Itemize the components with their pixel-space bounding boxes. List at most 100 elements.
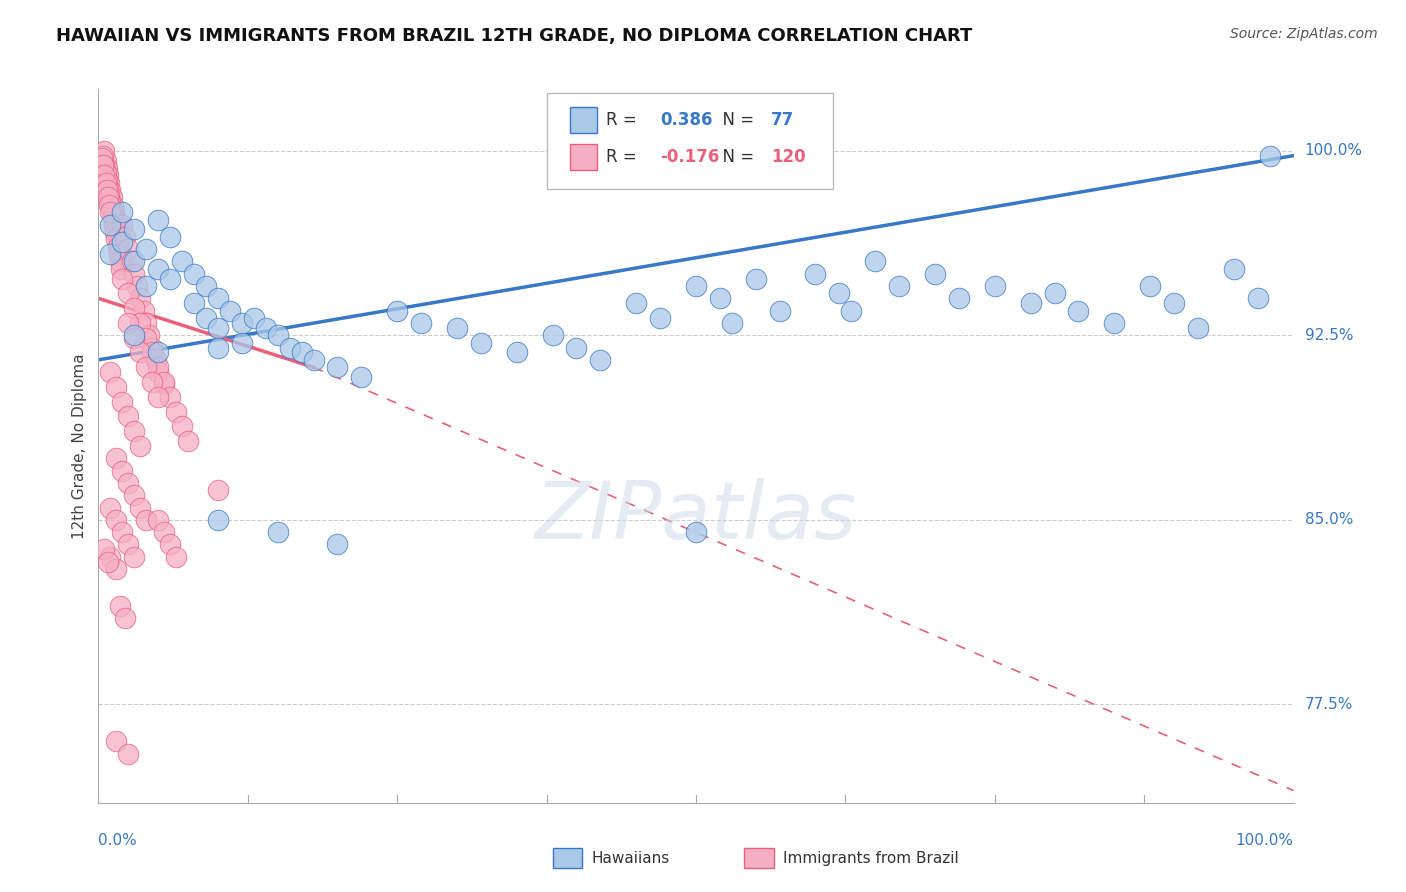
Point bbox=[105, 562, 128, 576]
Point bbox=[91, 148, 114, 162]
Point bbox=[446, 321, 468, 335]
Y-axis label: 12th Grade, No Diploma: 12th Grade, No Diploma bbox=[72, 353, 87, 539]
Point bbox=[104, 212, 127, 227]
Point bbox=[107, 227, 129, 242]
Point bbox=[91, 151, 114, 165]
Point bbox=[105, 232, 128, 246]
Point bbox=[97, 169, 120, 183]
Point bbox=[865, 254, 887, 268]
Point bbox=[114, 230, 136, 244]
Point bbox=[172, 254, 194, 268]
Point bbox=[111, 257, 134, 271]
Point bbox=[93, 159, 115, 173]
Point bbox=[103, 205, 125, 219]
Point bbox=[111, 464, 134, 478]
Point bbox=[1223, 261, 1246, 276]
Point bbox=[117, 409, 139, 424]
Point bbox=[114, 611, 136, 625]
Point bbox=[207, 321, 229, 335]
Point bbox=[104, 225, 127, 239]
Point bbox=[243, 311, 266, 326]
Point bbox=[148, 390, 170, 404]
Point bbox=[278, 341, 301, 355]
Point bbox=[135, 279, 157, 293]
Point bbox=[97, 555, 120, 569]
Text: 120: 120 bbox=[772, 148, 806, 166]
Point bbox=[1067, 303, 1090, 318]
Point bbox=[93, 169, 115, 183]
Point bbox=[107, 235, 129, 249]
Point bbox=[148, 212, 170, 227]
Point bbox=[107, 247, 129, 261]
Point bbox=[111, 218, 134, 232]
Point bbox=[828, 286, 851, 301]
Point bbox=[172, 419, 194, 434]
Point bbox=[121, 254, 143, 268]
Point bbox=[94, 166, 117, 180]
Point bbox=[105, 734, 128, 748]
Point bbox=[117, 316, 139, 330]
Point bbox=[768, 303, 790, 318]
Point bbox=[129, 345, 152, 359]
Point bbox=[177, 434, 200, 448]
Point bbox=[709, 291, 731, 305]
Text: 100.0%: 100.0% bbox=[1305, 144, 1362, 158]
Point bbox=[1043, 286, 1066, 301]
Point bbox=[135, 316, 157, 330]
Text: N =: N = bbox=[711, 111, 759, 128]
Point bbox=[93, 542, 115, 557]
Point bbox=[110, 250, 132, 264]
Point bbox=[841, 303, 863, 318]
Point bbox=[98, 247, 122, 261]
Point bbox=[108, 599, 131, 613]
Point bbox=[135, 360, 157, 375]
Point bbox=[148, 345, 170, 359]
Text: 85.0%: 85.0% bbox=[1305, 512, 1353, 527]
Text: Hawaiians: Hawaiians bbox=[592, 851, 671, 866]
Point bbox=[626, 296, 648, 310]
Point bbox=[165, 549, 187, 564]
Point bbox=[98, 218, 122, 232]
Point bbox=[111, 394, 134, 409]
Point bbox=[254, 321, 277, 335]
Point bbox=[96, 173, 118, 187]
Text: 77.5%: 77.5% bbox=[1305, 697, 1353, 712]
Point bbox=[98, 205, 122, 219]
Point bbox=[148, 360, 170, 375]
Point bbox=[195, 279, 218, 293]
Point bbox=[1104, 316, 1126, 330]
Point bbox=[231, 316, 253, 330]
Point bbox=[148, 261, 170, 276]
Point bbox=[148, 513, 170, 527]
Point bbox=[124, 424, 146, 438]
Point bbox=[129, 439, 152, 453]
Point bbox=[141, 345, 163, 359]
Point bbox=[129, 291, 152, 305]
Point bbox=[159, 390, 181, 404]
Text: 100.0%: 100.0% bbox=[1236, 833, 1294, 848]
Point bbox=[94, 153, 117, 168]
Point bbox=[1187, 321, 1209, 335]
Point bbox=[183, 296, 205, 310]
Point bbox=[291, 345, 314, 359]
Point bbox=[91, 159, 114, 173]
Point bbox=[138, 328, 160, 343]
Point bbox=[110, 261, 132, 276]
Point bbox=[145, 352, 167, 367]
Point bbox=[124, 488, 146, 502]
Point bbox=[93, 144, 115, 158]
Text: Source: ZipAtlas.com: Source: ZipAtlas.com bbox=[1230, 27, 1378, 41]
Point bbox=[385, 303, 409, 318]
Bar bbox=[571, 107, 596, 133]
Point bbox=[207, 341, 229, 355]
Bar bbox=[744, 848, 773, 869]
Point bbox=[108, 254, 131, 268]
Point bbox=[948, 291, 970, 305]
Point bbox=[1258, 148, 1281, 162]
Point bbox=[1019, 296, 1042, 310]
Point bbox=[125, 279, 148, 293]
Point bbox=[96, 161, 118, 175]
Point bbox=[1139, 279, 1161, 293]
Text: 77: 77 bbox=[772, 111, 794, 128]
Point bbox=[207, 291, 229, 305]
